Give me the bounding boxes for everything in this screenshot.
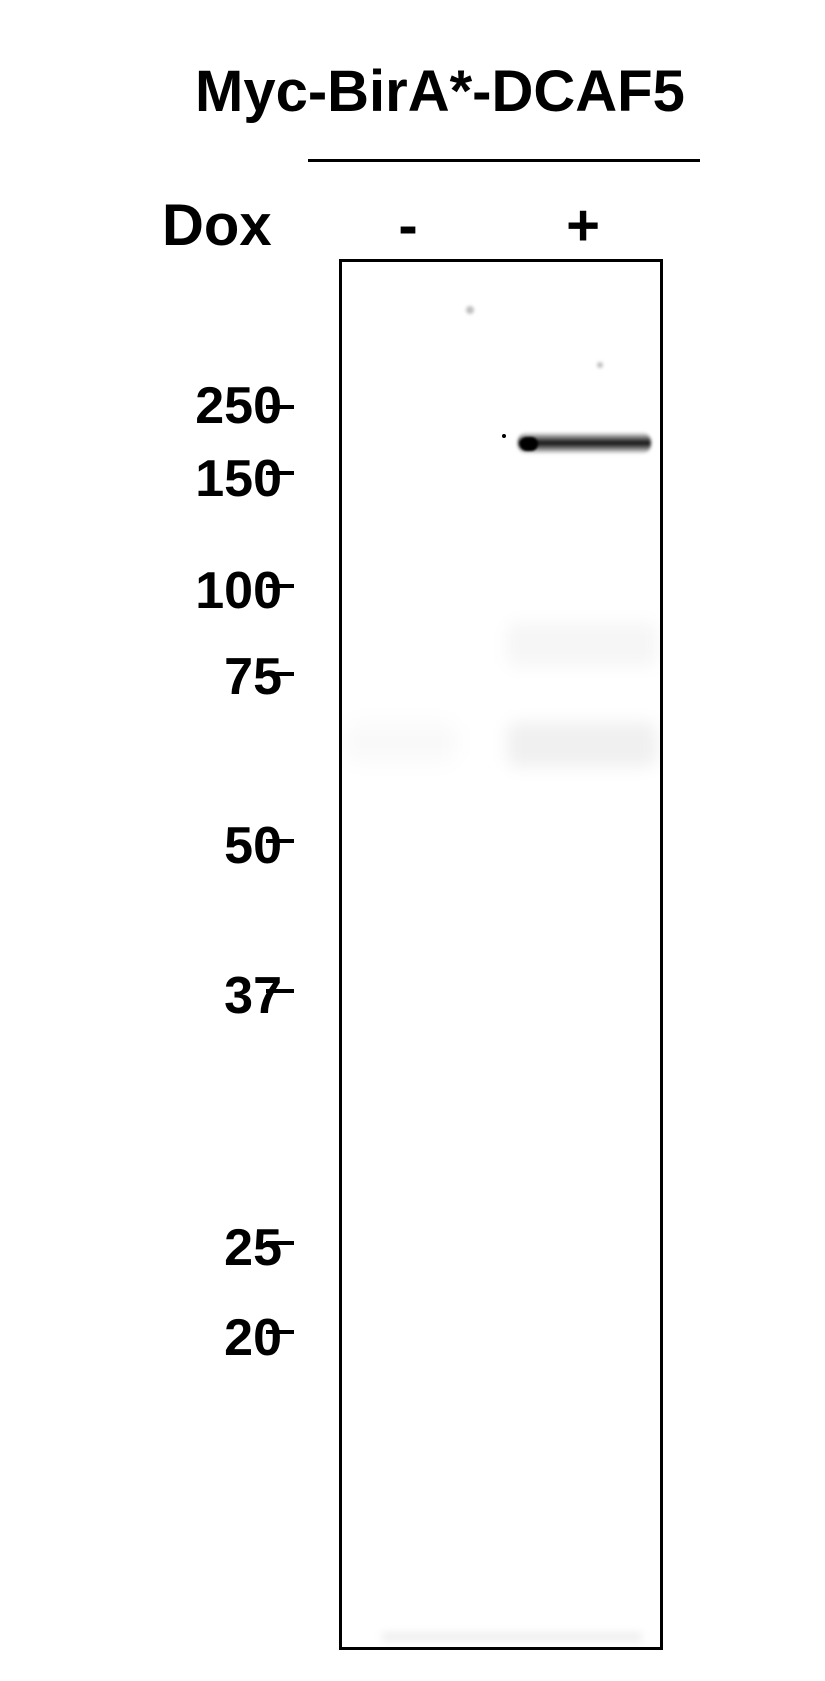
band-lane2-main-core [520, 437, 538, 451]
marker-tick-75 [266, 672, 294, 676]
treatment-label: Dox [162, 193, 272, 258]
marker-label-100: 100 [195, 562, 282, 620]
marker-label-25: 25 [224, 1219, 282, 1277]
lane-2-treatment-plus: + [566, 193, 600, 258]
marker-label-20: 20 [224, 1309, 282, 1367]
marker-tick-250 [266, 405, 294, 409]
membrane-bottom-haze [382, 1632, 642, 1642]
marker-label-50: 50 [224, 817, 282, 875]
speck [466, 306, 474, 314]
marker-label-37: 37 [224, 967, 282, 1025]
marker-tick-37 [266, 989, 294, 993]
marker-tick-25 [266, 1241, 294, 1245]
band-lane2-main [518, 432, 651, 454]
band-lane1-faint [346, 722, 456, 762]
lane-1-treatment-minus: - [398, 193, 418, 258]
speck [502, 434, 506, 438]
marker-tick-150 [266, 471, 294, 475]
construct-underline [308, 159, 700, 162]
marker-tick-100 [266, 584, 294, 588]
marker-label-75: 75 [224, 648, 282, 706]
band-lane2-faint-upper [507, 622, 657, 667]
construct-title: Myc-BirA*-DCAF5 [195, 59, 685, 124]
marker-tick-50 [266, 839, 294, 843]
speck [597, 362, 603, 368]
band-lane2-faint-lower [507, 722, 657, 767]
marker-label-150: 150 [195, 450, 282, 508]
marker-tick-20 [266, 1330, 294, 1334]
blot-membrane [339, 259, 663, 1650]
